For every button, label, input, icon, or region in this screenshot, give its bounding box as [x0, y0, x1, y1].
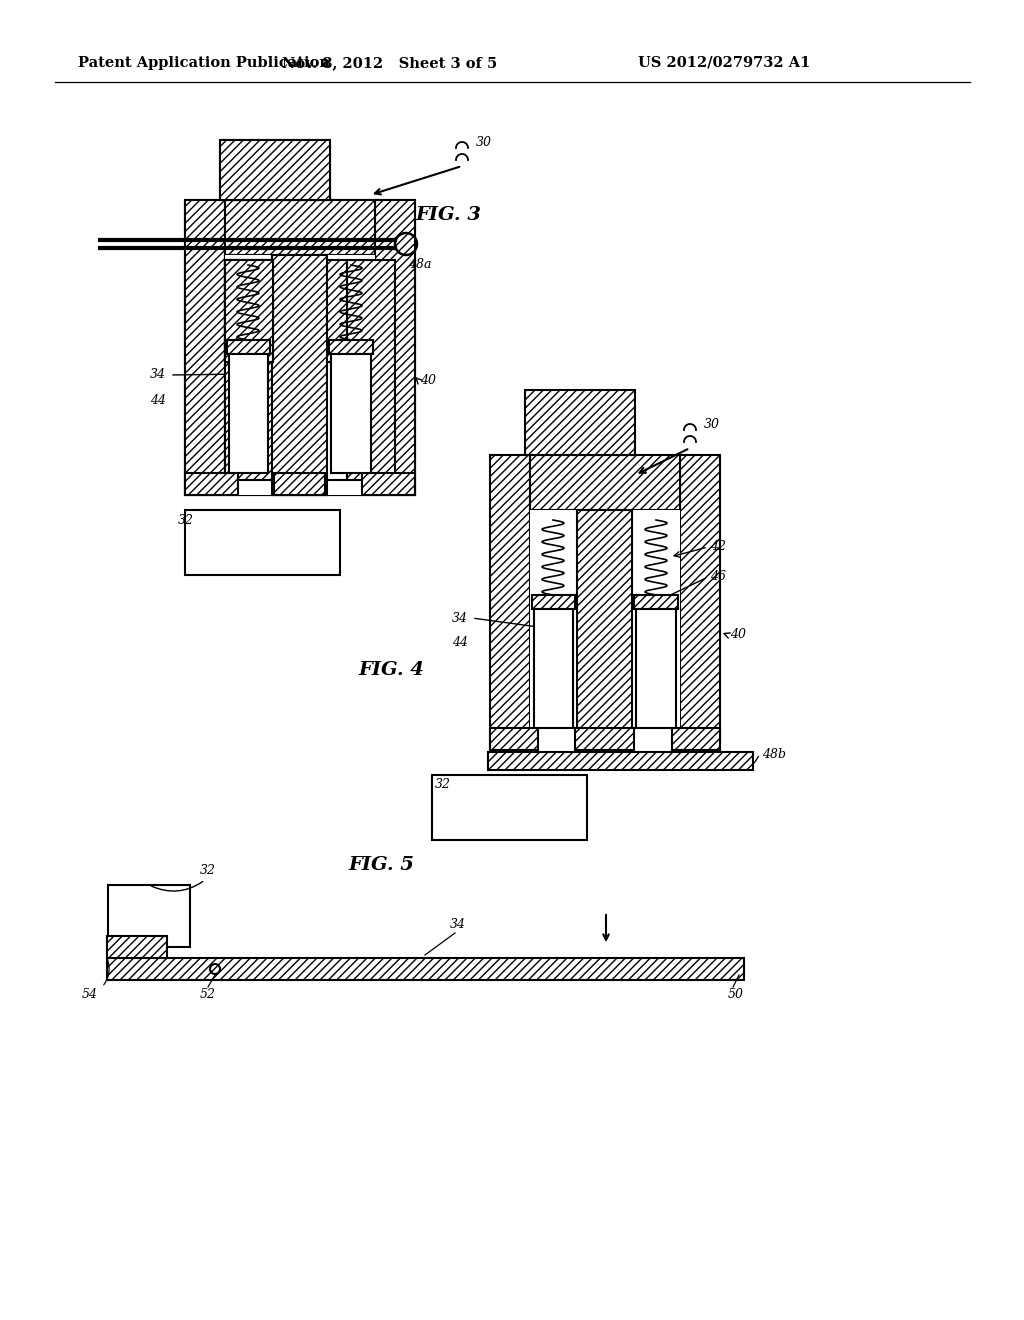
Bar [273, 260, 347, 362]
Text: 32: 32 [435, 779, 451, 792]
Bar [634, 595, 678, 609]
Bar [185, 510, 340, 576]
Bar [331, 354, 371, 473]
Text: FIG. 3: FIG. 3 [415, 206, 481, 224]
Bar [225, 260, 273, 480]
Bar [220, 140, 330, 201]
Bar [347, 260, 395, 480]
Bar [225, 201, 375, 255]
Text: 42: 42 [710, 540, 726, 553]
Bar [577, 510, 632, 750]
Text: 48b: 48b [762, 747, 786, 760]
Bar [220, 140, 330, 201]
Text: 42: 42 [380, 289, 396, 301]
Bar [525, 389, 635, 455]
Bar [490, 455, 530, 750]
Bar [672, 729, 720, 750]
Bar [362, 473, 415, 495]
Bar [229, 354, 268, 473]
Text: 46: 46 [710, 570, 726, 583]
Bar [108, 884, 190, 946]
Bar [575, 729, 634, 750]
Text: FIG. 4: FIG. 4 [358, 661, 424, 678]
Bar [106, 936, 167, 958]
Bar [488, 752, 753, 770]
Text: 32: 32 [200, 863, 216, 876]
Text: 30: 30 [476, 136, 492, 149]
Bar [432, 775, 587, 840]
Text: 32: 32 [178, 513, 194, 527]
Bar [185, 201, 225, 495]
Bar [534, 609, 573, 729]
Text: Patent Application Publication: Patent Application Publication [78, 55, 330, 70]
Bar [490, 729, 538, 750]
Bar [329, 341, 373, 354]
Text: 50: 50 [728, 989, 744, 1002]
Text: Nov. 8, 2012   Sheet 3 of 5: Nov. 8, 2012 Sheet 3 of 5 [283, 55, 498, 70]
Text: US 2012/0279732 A1: US 2012/0279732 A1 [638, 55, 810, 70]
Text: 40: 40 [420, 374, 436, 387]
Text: 30: 30 [705, 418, 720, 432]
Text: 52: 52 [200, 989, 216, 1002]
Text: 48a: 48a [408, 257, 431, 271]
Bar [532, 595, 575, 609]
Bar [106, 958, 744, 979]
Text: 44: 44 [150, 393, 166, 407]
Bar [225, 260, 273, 362]
Bar [680, 455, 720, 750]
Text: 54: 54 [82, 989, 98, 1002]
Text: 34: 34 [452, 611, 468, 624]
Bar [530, 455, 680, 510]
Text: 44: 44 [452, 636, 468, 649]
Bar [225, 260, 273, 362]
Bar [227, 341, 270, 354]
Bar [530, 510, 680, 750]
Text: 46: 46 [380, 322, 396, 334]
Bar [185, 473, 238, 495]
Bar [375, 201, 415, 495]
Text: 40: 40 [730, 628, 746, 642]
Bar [272, 255, 327, 495]
Bar [225, 255, 375, 495]
Bar [274, 473, 325, 495]
Bar [185, 201, 415, 495]
Text: 34: 34 [450, 919, 466, 932]
Text: 34: 34 [150, 368, 166, 381]
Bar [225, 255, 375, 495]
Bar [273, 350, 347, 480]
Bar [636, 609, 676, 729]
Text: FIG. 5: FIG. 5 [348, 855, 414, 874]
